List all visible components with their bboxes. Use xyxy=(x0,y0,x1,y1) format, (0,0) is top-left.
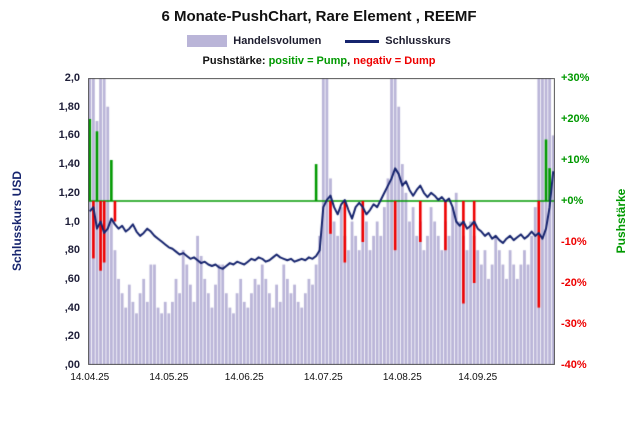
volume-swatch-icon xyxy=(187,35,228,47)
left-axis-tick-label: ,80 xyxy=(64,244,80,257)
legend-item-volume: Handelsvolumen xyxy=(187,35,321,47)
subtitle: Pushstärke: positiv = Pump, negativ = Du… xyxy=(0,55,638,67)
left-axis-tick-label: 1,20 xyxy=(58,186,80,199)
chart-title: 6 Monate-PushChart, Rare Element , REEMF xyxy=(161,8,477,25)
right-axis-tick-label: -40% xyxy=(561,359,587,371)
right-axis-tick-label: +0% xyxy=(561,195,584,207)
subtitle-dump: negativ = Dump xyxy=(353,55,436,67)
left-axis-tick-label: ,60 xyxy=(64,272,80,285)
left-axis-tick-label: ,00 xyxy=(64,359,80,371)
x-axis-tick-label: 14.06.25 xyxy=(224,372,264,383)
right-axis-tick-label: +20% xyxy=(561,113,590,125)
left-axis-tick-label: 1,60 xyxy=(58,129,80,142)
x-axis-tick-label: 14.07.25 xyxy=(303,372,343,383)
right-axis-tick-label: +10% xyxy=(561,154,590,166)
subtitle-separator: , xyxy=(347,55,354,67)
x-axis-tick-label: 14.09.25 xyxy=(458,372,498,383)
left-axis-tick-label: ,40 xyxy=(64,301,80,314)
legend-label-price: Schlusskurs xyxy=(385,35,451,47)
left-axis-tick-label: 1,0 xyxy=(64,215,80,228)
right-axis-title: Pushstärke xyxy=(614,188,628,254)
left-axis-tick-label: 2,0 xyxy=(64,72,80,84)
right-axis-tick-label: -20% xyxy=(561,277,587,289)
left-axis-tick-label: 1,40 xyxy=(58,158,80,171)
legend-label-volume: Handelsvolumen xyxy=(233,35,322,47)
legend-item-price: Schlusskurs xyxy=(345,35,451,47)
x-axis-tick-label: 14.05.25 xyxy=(149,372,189,383)
subtitle-pump: positiv = Pump xyxy=(268,55,348,67)
subtitle-prefix: Pushstärke: xyxy=(202,55,269,67)
x-axis-tick-label: 14.04.25 xyxy=(70,372,110,383)
chart-plot-canvas xyxy=(88,78,555,365)
right-axis-tick-label: -30% xyxy=(561,318,587,330)
left-axis-tick-label: ,20 xyxy=(64,330,80,343)
price-line-swatch-icon xyxy=(345,39,380,43)
x-axis-tick-label: 14.08.25 xyxy=(382,372,422,383)
legend: Handelsvolumen Schlusskurs xyxy=(0,35,638,47)
left-axis-tick-label: 1,80 xyxy=(58,100,80,113)
right-axis-tick-label: +30% xyxy=(561,72,590,84)
right-axis-tick-label: -10% xyxy=(561,236,587,248)
